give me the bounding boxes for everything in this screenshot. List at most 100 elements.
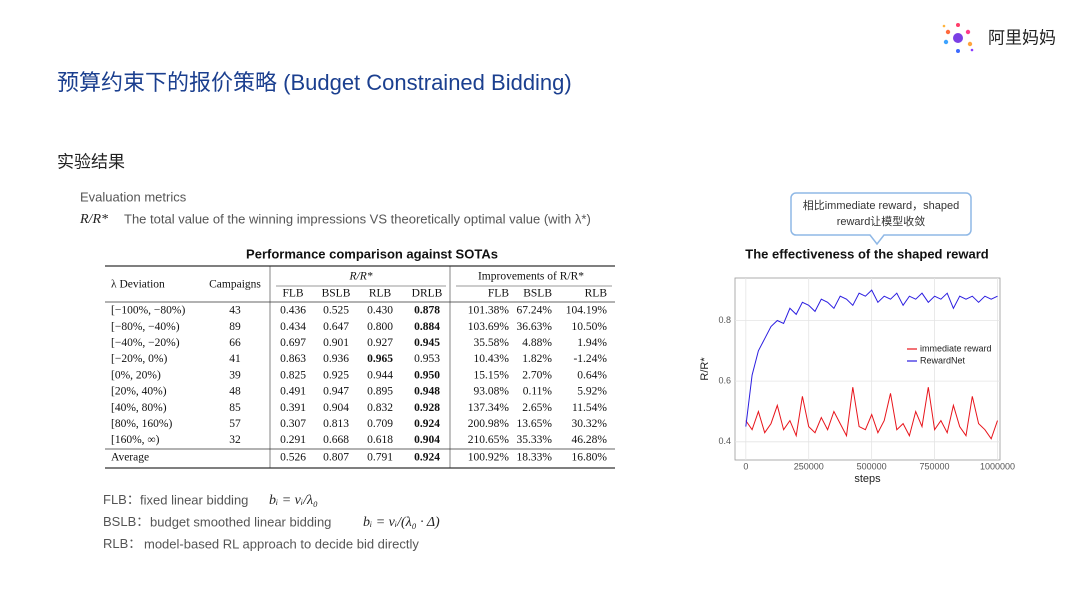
line-series	[745, 387, 998, 440]
table-cell: 137.34%	[468, 402, 510, 414]
table-cell: 2.65%	[522, 402, 552, 414]
table-cell: 0.291	[280, 434, 306, 446]
table-cell: 36.63%	[517, 321, 553, 333]
table-cell: 103.69%	[468, 321, 510, 333]
metric-symbol: R/R*	[79, 212, 108, 227]
column-header: RLB	[585, 288, 608, 300]
table-cell: [160%, ∞)	[111, 434, 160, 446]
table-cell: [−20%, 0%)	[111, 353, 167, 365]
table-cell: 0.526	[280, 452, 306, 464]
footnote: RLB：	[103, 536, 141, 551]
table-cell: 46.28%	[572, 434, 608, 446]
logo-text: 阿里妈妈	[988, 28, 1056, 47]
table-cell: 35.33%	[517, 434, 553, 446]
table-cell: 0.525	[323, 305, 349, 317]
table-cell: 93.08%	[474, 386, 510, 398]
table-cell: 0.965	[367, 353, 393, 365]
y-tick-label: 0.4	[718, 436, 731, 446]
table-cell: 0.64%	[577, 369, 607, 381]
table-cell: [20%, 40%)	[111, 386, 167, 398]
plot-panel	[734, 277, 1001, 461]
legend-label: RewardNet	[920, 355, 966, 365]
table-cell: 0.800	[367, 321, 393, 333]
table-cell: 104.19%	[566, 305, 608, 317]
table-cell: 43	[229, 305, 241, 317]
group-header: R/R*	[349, 271, 373, 283]
table-cell: 0.825	[280, 369, 306, 381]
table-title: Performance comparison against SOTAs	[246, 246, 498, 261]
table-cell: 0.950	[414, 369, 440, 381]
table-cell: 5.92%	[577, 386, 607, 398]
logo-icon	[942, 23, 974, 53]
table-cell: [−40%, −20%)	[111, 337, 180, 349]
callout-text: reward让模型收敛	[837, 214, 926, 228]
chart: 0.4 0.6 0.8 0 250000 500000 750000 1000000 steps…	[699, 277, 1015, 485]
y-tick-label: 0.6	[718, 376, 731, 386]
table-cell: 0.697	[280, 337, 306, 349]
table-cell: 0.936	[323, 353, 349, 365]
table-cell: 0.945	[414, 337, 440, 349]
table-cell: 11.54%	[572, 402, 607, 414]
footnote-text: fixed linear bidding	[140, 492, 248, 507]
section-heading: 实验结果	[57, 152, 125, 171]
table-cell: 0.807	[323, 452, 349, 464]
table-cell: 0.436	[280, 305, 306, 317]
footnote: BSLB：	[103, 514, 149, 529]
table-cell: 48	[229, 386, 241, 398]
footnote-term: BSLB：	[103, 514, 149, 529]
table-cell: 0.904	[323, 402, 349, 414]
table-cell: 0.430	[367, 305, 393, 317]
table-cell: 0.863	[280, 353, 306, 365]
table-cell: 0.884	[414, 321, 440, 333]
table-cell: 0.391	[280, 402, 306, 414]
table-cell: 4.88%	[522, 337, 552, 349]
footnote: FLB：	[103, 492, 140, 507]
table-cell: Average	[111, 452, 149, 464]
column-header: Campaigns	[209, 279, 261, 291]
column-header: BSLB	[322, 288, 351, 300]
table-cell: [40%, 80%)	[111, 402, 167, 414]
table-cell: 0.791	[367, 452, 393, 464]
column-header: FLB	[488, 288, 509, 300]
column-header: DRLB	[412, 288, 443, 300]
callout: 相比immediate reward，shaped reward让模型收敛	[790, 192, 972, 246]
metrics-heading: Evaluation metrics	[80, 189, 187, 204]
x-tick-label: 500000	[857, 461, 887, 471]
column-header: FLB	[282, 288, 303, 300]
footnote-term: RLB：	[103, 536, 141, 551]
table-cell: [−100%, −80%)	[111, 305, 185, 317]
x-tick-label: 250000	[794, 461, 824, 471]
footnote-text: model-based RL approach to decide bid di…	[144, 536, 419, 551]
table-cell: 0.944	[367, 369, 393, 381]
table-cell: 15.15%	[474, 369, 510, 381]
column-header: BSLB	[523, 288, 552, 300]
table-cell: 0.925	[323, 369, 349, 381]
table-cell: 0.618	[367, 434, 393, 446]
group-header: Improvements of R/R*	[478, 271, 584, 283]
table-cell: [−80%, −40%)	[111, 321, 180, 333]
table-cell: 13.65%	[517, 418, 553, 430]
table-cell: 18.33%	[517, 452, 553, 464]
table-cell: 1.82%	[522, 353, 552, 365]
table-cell: [0%, 20%)	[111, 369, 161, 381]
x-tick-label: 0	[743, 461, 748, 471]
table-cell: 0.895	[367, 386, 393, 398]
legend-label: immediate reward	[920, 343, 992, 353]
table-cell: 0.813	[323, 418, 349, 430]
table-cell: 100.92%	[468, 452, 510, 464]
column-header: RLB	[369, 288, 392, 300]
table-cell: 0.434	[280, 321, 306, 333]
table-cell: 0.709	[367, 418, 393, 430]
table-cell: 39	[229, 369, 241, 381]
table-cell: 0.947	[323, 386, 349, 398]
table: R/R* Improvements of R/R* λ Deviation Campa…	[105, 265, 615, 469]
table-cell: 0.668	[323, 434, 349, 446]
footnote-formula: bᵢ = vᵢ/λ₀	[269, 493, 318, 508]
x-tick-label: 1000000	[980, 461, 1015, 471]
table-cell: 0.928	[414, 402, 440, 414]
y-tick-label: 0.8	[718, 315, 731, 325]
table-cell: 0.832	[367, 402, 393, 414]
chart-title: The effectiveness of the shaped reward	[745, 246, 989, 261]
